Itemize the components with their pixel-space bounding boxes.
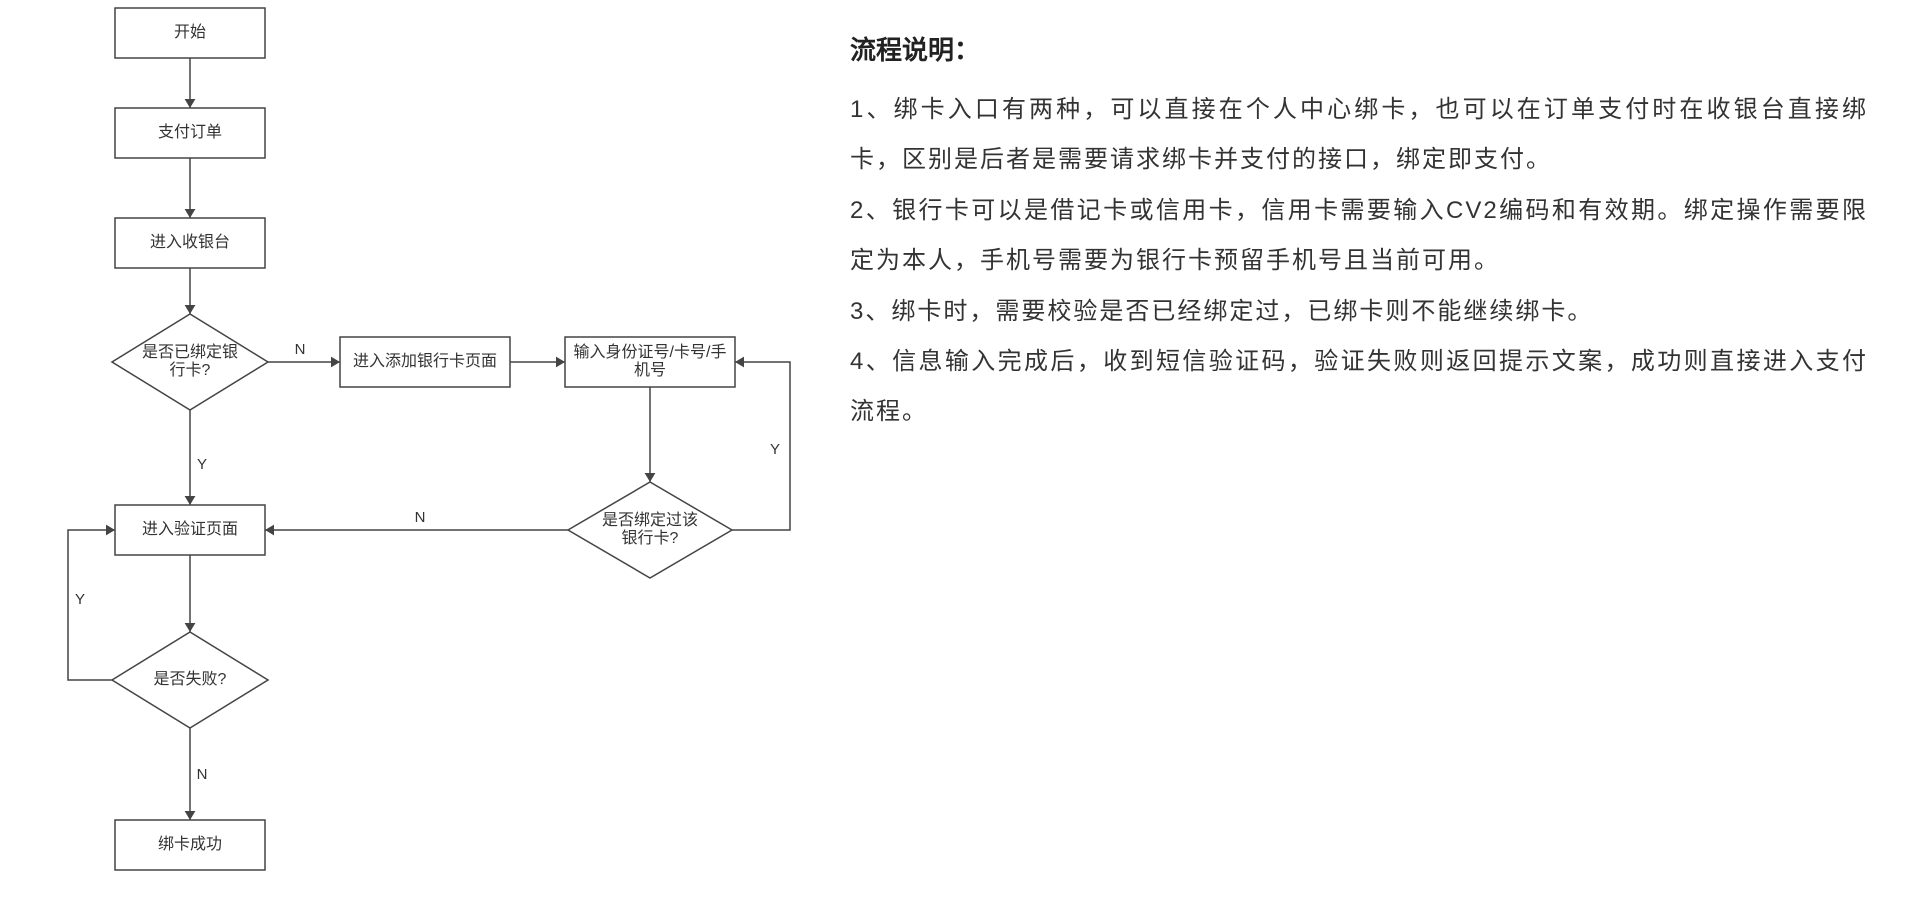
description-item: 3、绑卡时，需要校验是否已经绑定过，已绑卡则不能继续绑卡。	[850, 287, 1868, 337]
flowchart-panel: N Y N Y Y N 开始支付订单进入收银台是否已绑定银行卡? 进入添加银行卡页面 输入身份证…	[0, 0, 830, 914]
svg-text:行卡?: 行卡?	[170, 361, 211, 379]
svg-text:是否绑定过该: 是否绑定过该	[602, 511, 698, 529]
svg-text:绑卡成功: 绑卡成功	[158, 835, 222, 853]
svg-text:Y: Y	[197, 456, 207, 473]
description-item: 4、信息输入完成后，收到短信验证码，验证失败则返回提示文案，成功则直接进入支付流…	[850, 337, 1868, 438]
flowchart-svg: N Y N Y Y N 开始支付订单进入收银台是否已绑定银行卡? 进入添加银行卡页面 输入身份证…	[0, 0, 830, 914]
svg-text:进入添加银行卡页面: 进入添加银行卡页面	[353, 352, 497, 370]
svg-text:Y: Y	[75, 591, 85, 608]
svg-text:支付订单: 支付订单	[158, 123, 222, 141]
svg-text:是否失败?: 是否失败?	[154, 670, 227, 688]
svg-text:银行卡?: 银行卡?	[622, 529, 679, 547]
page-root: N Y N Y Y N 开始支付订单进入收银台是否已绑定银行卡? 进入添加银行卡页面 输入身份证…	[0, 0, 1928, 914]
description-item: 2、银行卡可以是借记卡或信用卡，信用卡需要输入CV2编码和有效期。绑定操作需要限…	[850, 186, 1868, 287]
svg-text:N: N	[415, 509, 426, 526]
svg-text:进入验证页面: 进入验证页面	[142, 520, 238, 538]
svg-text:开始: 开始	[174, 23, 206, 41]
svg-text:进入收银台: 进入收银台	[150, 233, 230, 251]
svg-text:输入身份证号/卡号/手: 输入身份证号/卡号/手	[574, 343, 727, 361]
description-panel: 流程说明： 1、绑卡入口有两种，可以直接在个人中心绑卡，也可以在订单支付时在收银…	[830, 0, 1928, 914]
svg-text:机号: 机号	[634, 361, 666, 379]
description-item: 1、绑卡入口有两种，可以直接在个人中心绑卡，也可以在订单支付时在收银台直接绑卡，…	[850, 85, 1868, 186]
svg-text:Y: Y	[770, 441, 780, 458]
svg-text:N: N	[197, 766, 208, 783]
svg-text:是否已绑定银: 是否已绑定银	[142, 343, 238, 361]
svg-text:N: N	[295, 341, 306, 358]
description-title: 流程说明：	[850, 30, 1868, 67]
